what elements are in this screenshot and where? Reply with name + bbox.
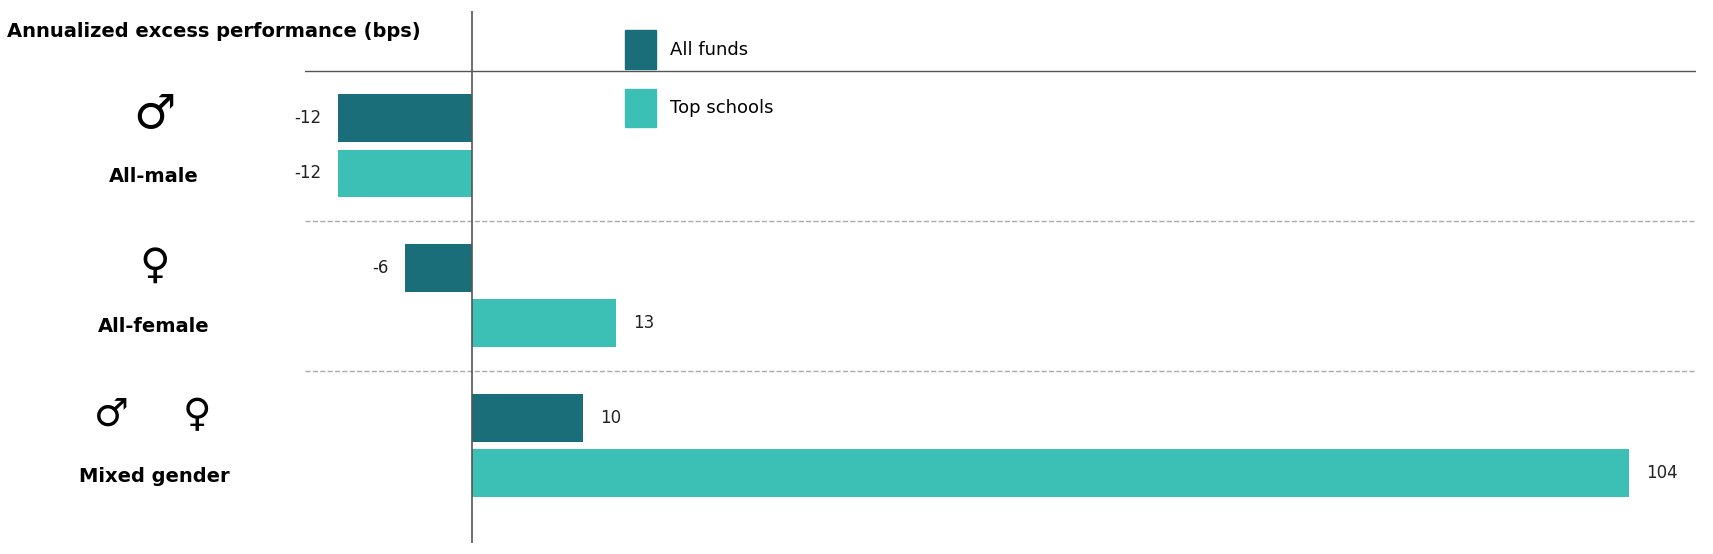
Text: ♀: ♀ [139, 244, 170, 286]
Bar [337, 94, 471, 142]
Text: ♂: ♂ [134, 93, 175, 138]
Text: All-female: All-female [98, 317, 211, 336]
Text: Mixed gender: Mixed gender [79, 466, 230, 485]
Bar [404, 244, 471, 292]
Text: 10: 10 [600, 409, 620, 427]
Bar [471, 449, 1629, 497]
Text: Top schools: Top schools [670, 99, 773, 117]
Text: ♀: ♀ [183, 396, 211, 434]
Text: -6: -6 [372, 259, 389, 277]
Bar [337, 150, 471, 197]
Text: ♂: ♂ [94, 396, 128, 434]
Text: -12: -12 [295, 109, 322, 127]
Text: 104: 104 [1646, 464, 1677, 482]
Text: Annualized excess performance (bps): Annualized excess performance (bps) [7, 22, 420, 41]
Bar [471, 299, 617, 347]
Text: All-male: All-male [110, 167, 199, 186]
Text: -12: -12 [295, 165, 322, 182]
Text: 13: 13 [634, 314, 654, 332]
Text: All funds: All funds [670, 41, 749, 59]
Bar [471, 394, 582, 442]
